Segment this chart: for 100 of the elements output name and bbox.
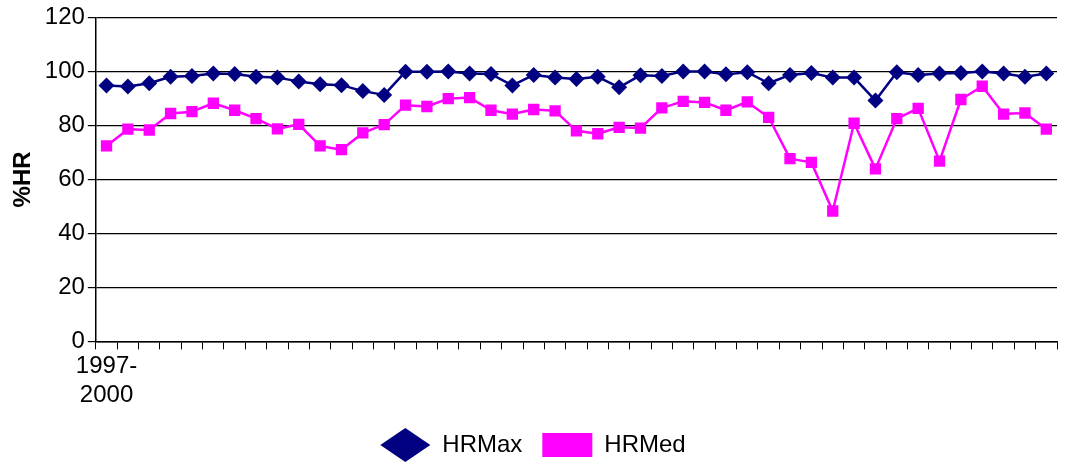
point: [933, 155, 946, 167]
point: [589, 68, 606, 85]
point: [250, 112, 262, 125]
point: [955, 93, 967, 106]
point: [312, 76, 329, 93]
y-tick-label: 40: [58, 218, 85, 246]
point: [653, 67, 670, 84]
point: [741, 96, 753, 108]
point: [314, 140, 326, 152]
point: [421, 100, 433, 113]
point: [397, 63, 414, 80]
point: [803, 65, 820, 82]
point: [891, 112, 903, 125]
y-tick-label: 60: [58, 164, 85, 192]
point: [782, 66, 799, 83]
point: [164, 107, 177, 120]
point: [1016, 68, 1033, 85]
point: [976, 80, 988, 92]
point: [698, 96, 711, 109]
point: [290, 73, 307, 90]
point: [997, 108, 1010, 120]
point: [763, 111, 775, 123]
point: [141, 75, 158, 92]
point: [634, 122, 647, 134]
y-axis-title: %HR: [8, 151, 36, 208]
point: [461, 65, 478, 82]
legend-label: HRMed: [604, 429, 686, 457]
y-tick-label: 80: [58, 110, 85, 138]
point: [677, 95, 689, 108]
point: [869, 163, 882, 175]
point: [824, 69, 841, 86]
point: [229, 104, 241, 116]
point: [611, 79, 628, 96]
point: [568, 70, 585, 87]
point: [98, 77, 115, 94]
point: [805, 156, 818, 169]
point: [399, 99, 412, 111]
point: [186, 105, 198, 118]
point: [1040, 123, 1052, 135]
point: [784, 152, 796, 165]
point: [656, 102, 668, 114]
y-tick-label: 0: [71, 326, 85, 354]
point: [271, 123, 284, 135]
point: [354, 83, 371, 100]
point: [613, 121, 625, 133]
point: [100, 140, 113, 152]
point: [846, 69, 863, 86]
point: [506, 108, 518, 120]
point: [528, 103, 540, 116]
point: [1038, 65, 1055, 82]
point: [335, 144, 348, 156]
point: [931, 65, 948, 82]
point: [675, 63, 692, 80]
point: [739, 64, 756, 81]
point: [696, 63, 713, 80]
legend-label: HRMax: [442, 429, 523, 457]
point: [463, 91, 476, 104]
point: [995, 65, 1012, 82]
point: [1019, 107, 1031, 119]
point: [376, 86, 393, 103]
point: [122, 123, 134, 135]
point: [504, 77, 521, 94]
point: [720, 104, 732, 116]
point: [592, 128, 604, 140]
point: [248, 68, 265, 85]
point: [442, 93, 454, 105]
point: [333, 77, 350, 94]
point: [183, 67, 200, 84]
point: [570, 125, 583, 137]
point: [952, 65, 969, 82]
point: [549, 105, 561, 117]
point: [760, 75, 777, 92]
point: [827, 205, 839, 217]
point: [143, 124, 155, 136]
point: [207, 97, 219, 109]
point: [848, 117, 860, 129]
y-tick-label: 100: [44, 56, 85, 84]
point: [888, 64, 905, 81]
point: [119, 78, 136, 95]
y-tick-label: 120: [44, 2, 85, 30]
point: [440, 63, 457, 80]
point: [547, 69, 564, 86]
point: [485, 104, 497, 116]
point: [632, 67, 649, 84]
point: [269, 69, 286, 86]
point: [525, 66, 542, 83]
point: [226, 66, 243, 83]
point: [162, 68, 179, 85]
point: [357, 127, 369, 139]
point: [974, 63, 991, 80]
point: [912, 102, 924, 115]
point: [418, 63, 435, 80]
point: [482, 66, 499, 83]
point: [910, 66, 927, 83]
point: [378, 118, 390, 131]
point: [205, 65, 222, 82]
point: [867, 92, 884, 109]
x-tick-label: 1997- 2000: [75, 351, 138, 408]
point: [293, 118, 305, 130]
point: [717, 66, 734, 83]
